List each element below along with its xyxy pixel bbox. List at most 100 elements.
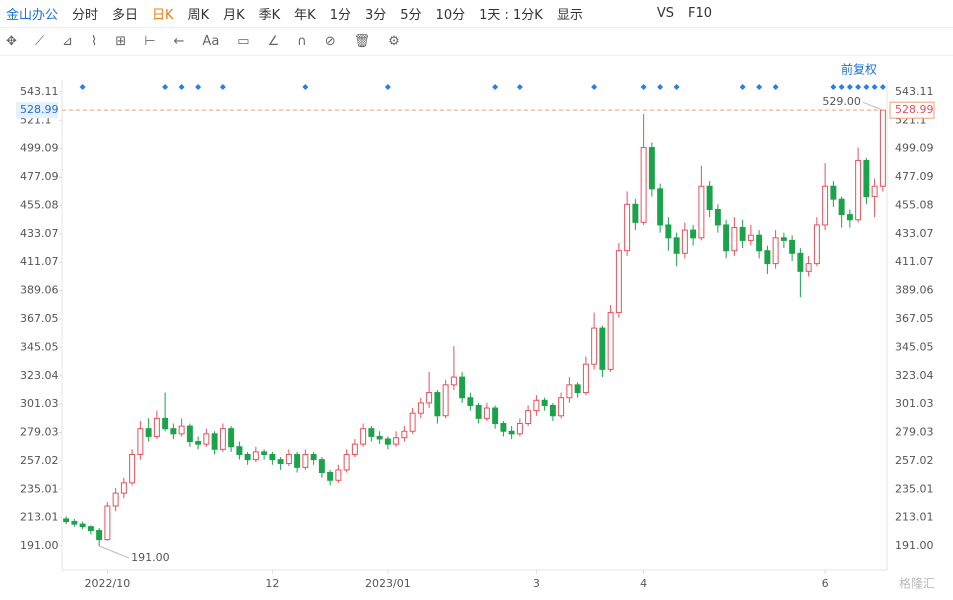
period[interactable]: 季K [258, 8, 281, 23]
range-tool[interactable]: ⊢ [144, 34, 156, 49]
candle-body [269, 453, 276, 461]
x-tick-label: 6 [822, 577, 829, 590]
candle-body [475, 404, 482, 419]
candle-body [615, 250, 622, 314]
candle-body [574, 384, 581, 394]
candle-body [871, 185, 878, 198]
y-tick-label-right: 345.05 [895, 340, 934, 353]
candle-body [79, 523, 86, 528]
period[interactable]: 5分 [400, 8, 422, 23]
candle-body [294, 453, 301, 468]
candle-body [525, 410, 532, 425]
event-marker [640, 84, 647, 90]
period[interactable]: 分时 [72, 8, 99, 23]
candle-body [393, 437, 400, 445]
candle-body [797, 252, 804, 272]
candle-body [516, 423, 523, 435]
candle-body [384, 438, 391, 445]
candle-body [863, 159, 870, 198]
y-tick-label: 301.03 [20, 397, 59, 410]
settings-tool[interactable]: ⚙ [388, 34, 400, 49]
y-tick-label: 367.05 [20, 312, 59, 325]
note-tool[interactable]: ▭ [237, 34, 250, 49]
candle-body [607, 312, 614, 370]
y-tick-label: 543.11 [20, 85, 59, 98]
move-tool[interactable]: ✥ [6, 34, 17, 49]
candle-body [855, 159, 862, 221]
candle-body [153, 417, 160, 437]
event-marker [302, 84, 309, 90]
text-tool[interactable]: Aa [202, 34, 220, 49]
candle-body [558, 397, 565, 417]
candle-body [426, 392, 433, 404]
candle-body [351, 443, 358, 455]
channel-tool[interactable]: ⊿ [62, 34, 73, 49]
y-tick-label-right: 499.09 [895, 142, 934, 155]
adjust-button[interactable]: 前复权 [841, 62, 877, 77]
min-label: 191.00 [131, 551, 170, 564]
event-marker [863, 84, 870, 90]
event-marker [846, 84, 853, 90]
candle-body [747, 234, 754, 241]
delete-tool[interactable]: 🗑 [353, 34, 371, 49]
candle-body [170, 428, 177, 435]
display-menu[interactable]: 显示 [556, 8, 583, 23]
event-marker [516, 84, 523, 90]
y-tick-label-right: 301.03 [895, 397, 934, 410]
x-tick-label: 4 [640, 577, 647, 590]
period[interactable]: 周K [187, 8, 210, 23]
event-marker [79, 84, 86, 90]
candle-body [731, 227, 738, 252]
last-price-box [16, 102, 58, 119]
y-tick-label: 499.09 [20, 142, 59, 155]
event-marker [739, 84, 746, 90]
y-tick-label-right: 455.08 [895, 198, 934, 211]
pen-tool[interactable]: ∠ [267, 34, 280, 49]
period[interactable]: 年K [294, 8, 316, 23]
y-tick-label-right: 543.11 [895, 85, 934, 98]
y-tick-label: 389.06 [20, 284, 59, 297]
y-tick-label: 411.07 [20, 255, 59, 268]
last-price-label: 528.99 [20, 103, 59, 116]
period[interactable]: 1分 [329, 8, 351, 23]
f10-button[interactable]: F10 [687, 6, 713, 21]
magnet-tool[interactable]: ∩ [297, 34, 307, 49]
period[interactable]: 10分 [435, 8, 466, 23]
candle-body [756, 234, 763, 252]
candle-body [739, 227, 746, 241]
event-marker [871, 84, 878, 90]
hide-tool[interactable]: ⊘ [324, 34, 336, 49]
y-tick-label-right: 367.05 [895, 312, 934, 325]
line-tool[interactable]: ⟋ [34, 34, 45, 49]
period[interactable]: 多日 [112, 8, 139, 23]
candle-body [211, 433, 218, 450]
vs-button[interactable]: VS [656, 6, 674, 21]
candle-body [764, 250, 771, 265]
candle-body [879, 109, 886, 187]
candle-body [780, 237, 787, 241]
candle-body [632, 203, 639, 223]
candle-body [409, 412, 416, 432]
candle-body [483, 407, 490, 419]
candle-body [112, 492, 119, 507]
period[interactable]: 月K [223, 8, 245, 23]
candle-body [434, 392, 441, 417]
y-tick-label-right: 411.07 [895, 255, 934, 268]
candle-body [706, 185, 713, 210]
candle-body [582, 363, 589, 394]
toolbar: 金山办公 分时 多日 日K 周K 月K 季K 年K 1分 3分 5分 10分 1… [0, 0, 953, 28]
fib-tool[interactable]: ⊞ [115, 34, 127, 49]
wave-tool[interactable]: ⌇ [90, 34, 98, 49]
candle-body [368, 428, 375, 437]
candle-body [450, 376, 457, 386]
stock-name[interactable]: 金山办公 [6, 8, 59, 23]
arrow-tool[interactable]: ← [173, 34, 185, 49]
period[interactable]: 1天 : 1分K [479, 8, 543, 23]
event-marker [384, 84, 391, 90]
y-tick-label: 477.09 [20, 170, 59, 183]
period[interactable]: 3分 [364, 8, 387, 23]
y-tick-label-right: 257.02 [895, 454, 934, 467]
y-tick-label: 235.01 [20, 482, 59, 495]
period[interactable]: 日K [152, 8, 174, 23]
candle-body [120, 482, 127, 494]
